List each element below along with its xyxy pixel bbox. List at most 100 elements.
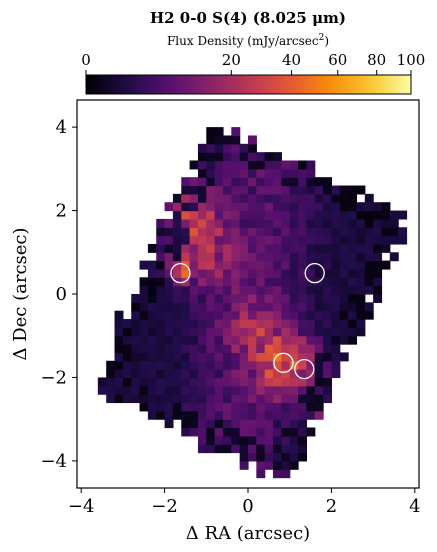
heatmap-cell — [164, 352, 174, 362]
heatmap-cell — [97, 377, 107, 387]
heatmap-cell — [264, 185, 274, 195]
heatmap-cell — [273, 402, 282, 412]
heatmap-cell — [298, 243, 307, 253]
heatmap-cell — [273, 327, 282, 337]
heatmap-cell — [364, 268, 374, 278]
heatmap-cell — [239, 210, 249, 220]
heatmap-cell — [273, 193, 282, 203]
heatmap-cell — [331, 268, 341, 278]
heatmap-cell — [381, 243, 391, 253]
heatmap-cell — [231, 335, 241, 345]
heatmap-cell — [206, 252, 216, 262]
heatmap-cell — [339, 260, 349, 270]
heatmap-cell — [197, 444, 207, 454]
heatmap-cell — [239, 202, 249, 212]
heatmap-cell — [197, 419, 207, 429]
heatmap-cell — [197, 268, 207, 278]
y-axis-label: Δ Dec (arcsec) — [10, 227, 31, 360]
heatmap-cell — [256, 377, 266, 387]
heatmap-cell — [281, 427, 291, 437]
heatmap-cell — [231, 252, 241, 262]
heatmap-cell — [306, 377, 316, 387]
heatmap-cell — [231, 410, 241, 420]
heatmap-cell — [181, 402, 191, 412]
heatmap-cell — [231, 235, 241, 245]
heatmap-cell — [289, 435, 299, 445]
heatmap-cell — [197, 310, 207, 320]
heatmap-cell — [222, 252, 232, 262]
heatmap-cell — [206, 427, 216, 437]
heatmap-cell — [248, 327, 257, 337]
heatmap-cell — [248, 243, 257, 253]
heatmap-cell — [147, 369, 157, 379]
heatmap-cell — [172, 260, 182, 270]
heatmap-cell — [273, 452, 282, 462]
heatmap-cell — [139, 344, 149, 354]
heatmap-cell — [256, 235, 266, 245]
x-tick-label: −4 — [68, 496, 95, 517]
heatmap-cell — [172, 193, 182, 203]
heatmap-cell — [131, 302, 141, 312]
heatmap-cell — [164, 227, 174, 237]
heatmap-cell — [181, 344, 191, 354]
heatmap-cell — [298, 394, 307, 404]
heatmap-cell — [323, 385, 333, 395]
heatmap-cell — [214, 193, 224, 203]
heatmap-cell — [356, 310, 366, 320]
heatmap-cell — [356, 260, 366, 270]
heatmap-cell — [339, 252, 349, 262]
heatmap-cell — [147, 302, 157, 312]
heatmap-cell — [273, 469, 282, 479]
heatmap-cell — [147, 344, 157, 354]
heatmap-cell — [122, 335, 132, 345]
heatmap-cell — [181, 310, 191, 320]
heatmap-cell — [298, 310, 307, 320]
heatmap-cell — [306, 177, 316, 187]
heatmap-cell — [214, 344, 224, 354]
heatmap-cell — [222, 369, 232, 379]
heatmap-cell — [373, 235, 383, 245]
heatmap-cell — [214, 252, 224, 262]
heatmap-cell — [339, 243, 349, 253]
heatmap-cell — [356, 277, 366, 287]
heatmap-cell — [222, 410, 232, 420]
heatmap-cell — [348, 277, 358, 287]
heatmap-cell — [181, 227, 191, 237]
heatmap-cell — [139, 335, 149, 345]
heatmap-cell — [222, 210, 232, 220]
heatmap-cell — [231, 260, 241, 270]
heatmap-cell — [222, 327, 232, 337]
heatmap-cell — [164, 294, 174, 303]
heatmap-cell — [273, 235, 282, 245]
heatmap-cell — [381, 260, 391, 270]
heatmap-cell — [314, 369, 324, 379]
heatmap-cell — [306, 252, 316, 262]
heatmap-cell — [206, 235, 216, 245]
heatmap-cell — [139, 294, 149, 303]
y-tick-label: 2 — [56, 201, 67, 222]
heatmap-cell — [206, 277, 216, 287]
heatmap-cell — [323, 369, 333, 379]
heatmap-cell — [189, 385, 199, 395]
heatmap-cell — [231, 218, 241, 228]
heatmap-cell — [289, 218, 299, 228]
heatmap-cell — [189, 260, 199, 270]
heatmap-cell — [147, 327, 157, 337]
heatmap-cell — [189, 235, 199, 245]
heatmap-cell — [239, 402, 249, 412]
heatmap-cell — [139, 260, 149, 270]
heatmap-cell — [331, 302, 341, 312]
heatmap-cell — [323, 302, 333, 312]
heatmap-cell — [156, 377, 166, 387]
heatmap-cell — [298, 177, 307, 187]
heatmap-cell — [331, 327, 341, 337]
heatmap-cell — [389, 235, 399, 245]
heatmap-cell — [248, 310, 257, 320]
heatmap-cell — [156, 218, 166, 228]
heatmap-cell — [356, 243, 366, 253]
heatmap-cell — [289, 252, 299, 262]
heatmap-cell — [214, 152, 224, 162]
heatmap-cell — [331, 210, 341, 220]
heatmap-cell — [164, 260, 174, 270]
heatmap-cell — [156, 268, 166, 278]
